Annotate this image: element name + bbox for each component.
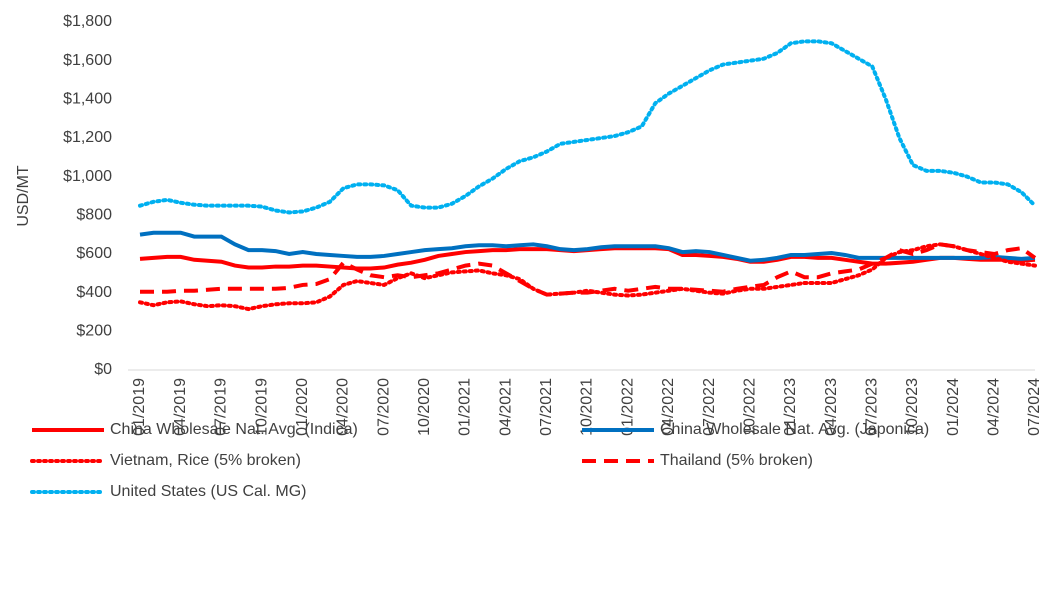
y-tick-label: $1,800 [63, 13, 112, 30]
x-tick-label: 01/2020 [294, 378, 311, 436]
x-tick-label: 07/2024 [1026, 378, 1039, 436]
series-line [140, 242, 1037, 297]
x-tick-label: 07/2021 [538, 378, 555, 436]
x-tick-label: 04/2019 [172, 378, 189, 436]
y-tick-label: $1,000 [63, 168, 112, 185]
y-tick-label: $600 [76, 245, 112, 262]
x-tick-label: 07/2020 [375, 378, 392, 436]
y-tick-label: $800 [76, 207, 112, 224]
legend-label: Vietnam, Rice (5% broken) [110, 452, 301, 469]
x-tick-label: 04/2024 [986, 378, 1003, 436]
y-tick-label: $1,400 [63, 91, 112, 108]
series-line [138, 242, 1037, 312]
x-tick-label: 10/2019 [253, 378, 270, 436]
series-line [139, 230, 1036, 263]
x-tick-label: 10/2022 [741, 378, 758, 436]
x-tick-label: 07/2023 [863, 378, 880, 436]
y-tick-label: $1,200 [63, 129, 112, 146]
x-tick-label: 04/2022 [660, 378, 677, 436]
legend-label: Thailand (5% broken) [660, 452, 813, 469]
y-tick-label: $0 [94, 361, 112, 378]
y-tick-label: $200 [76, 323, 112, 340]
x-tick-label: 01/2024 [945, 378, 962, 436]
x-tick-label: 10/2023 [904, 378, 921, 436]
legend-label: China Wholesale Nat. Avg. (Japonica) [660, 421, 929, 438]
legend-label: United States (US Cal. MG) [110, 483, 307, 500]
x-tick-label: 01/2022 [619, 378, 636, 436]
x-tick-label: 01/2021 [457, 378, 474, 436]
x-tick-label: 10/2021 [579, 378, 596, 436]
x-tick-label: 04/2020 [335, 378, 352, 436]
y-tick-label: $400 [76, 284, 112, 301]
x-tick-label: 01/2023 [782, 378, 799, 436]
y-axis-label: USD/MT [15, 165, 32, 227]
legend-label: China Wholesale Nat. Avg. (Indica) [110, 421, 358, 438]
x-tick-label: 10/2020 [416, 378, 433, 436]
y-tick-label: $1,600 [63, 52, 112, 69]
x-tick-label: 04/2023 [823, 378, 840, 436]
series-line [138, 39, 1037, 215]
x-tick-label: 01/2019 [131, 378, 148, 436]
x-tick-label: 07/2022 [701, 378, 718, 436]
x-tick-label: 07/2019 [213, 378, 230, 436]
x-tick-label: 04/2021 [497, 378, 514, 436]
